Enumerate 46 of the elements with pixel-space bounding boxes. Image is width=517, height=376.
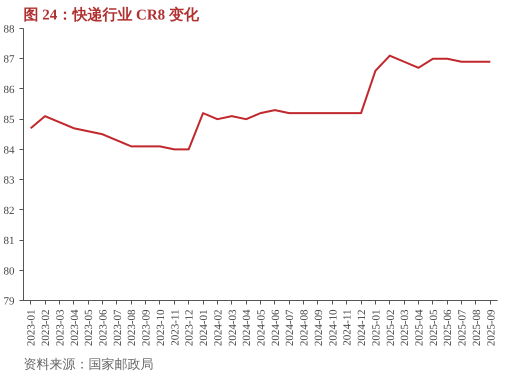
x-tick-label: 2024-03 (226, 309, 239, 346)
x-tick-label: 2024-09 (312, 309, 325, 346)
x-tick-label: 2025-05 (428, 309, 440, 346)
x-tick-label: 2023-08 (126, 309, 138, 346)
x-tick-label: 2025-06 (442, 309, 454, 346)
y-tick-label: 82 (4, 204, 14, 217)
x-tick-label: 2024-02 (212, 309, 224, 346)
y-tick-label: 84 (4, 144, 15, 156)
y-tick-label: 83 (4, 174, 15, 187)
chart-title: 图 24：快递行业 CR8 变化 (24, 6, 200, 24)
x-tick-label: 2023-07 (112, 309, 124, 346)
text: 资料来源：国家邮政局 (24, 356, 154, 372)
x-tick-label: 2024-04 (241, 309, 254, 346)
x-tick-label: 2024-10 (327, 309, 340, 346)
x-tick-label: 2023-05 (83, 309, 96, 346)
x-tick-label: 2023-03 (54, 309, 66, 346)
x-tick-label: 2023-10 (154, 309, 167, 346)
x-tick-label: 2024-05 (256, 309, 268, 346)
x-tick-label: 2025-04 (414, 309, 426, 346)
x-tick-label: 2024-06 (270, 309, 282, 346)
x-tick-label: 2025-09 (485, 309, 498, 346)
y-tick-label: 87 (4, 54, 15, 66)
y-tick-label: 86 (4, 84, 15, 96)
y-tick-label: 81 (4, 235, 14, 248)
x-tick-label: 2024-08 (298, 309, 311, 346)
y-tick-label: 80 (4, 265, 15, 278)
y-tick-label: 79 (4, 296, 15, 308)
x-tick-label: 2025-08 (470, 309, 483, 346)
x-tick-label: 2023-06 (98, 309, 110, 346)
x-tick-label: 2025-03 (399, 309, 412, 346)
x-tick-label: 2023-09 (140, 309, 153, 346)
x-tick-label: 2024-07 (284, 309, 296, 346)
x-tick-label: 2024-11 (342, 309, 354, 346)
y-tick-label: 88 (4, 24, 15, 36)
x-tick-label: 2023-12 (184, 309, 196, 346)
x-tick-label: 2025-01 (370, 309, 382, 346)
y-tick-label: 85 (4, 114, 15, 126)
x-tick-label: 2025-07 (456, 309, 469, 346)
x-tick-label: 2023-01 (26, 309, 38, 346)
x-tick-label: 2025-02 (384, 309, 397, 346)
x-tick-label: 2023-02 (40, 309, 52, 346)
line-series (30, 54, 492, 150)
x-tick-label: 2023-11 (169, 309, 182, 346)
x-tick-label: 2023-04 (68, 309, 81, 346)
x-tick-label: 2024-01 (198, 309, 210, 346)
x-tick-label: 2024-12 (356, 309, 368, 346)
